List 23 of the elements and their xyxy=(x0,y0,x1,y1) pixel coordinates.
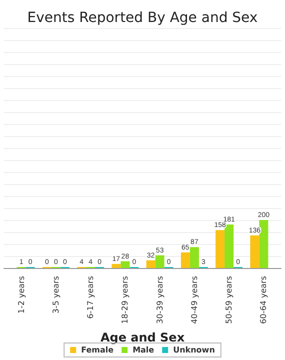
bar xyxy=(250,235,260,268)
x-tick-label: 50-59 years xyxy=(224,276,234,324)
bar xyxy=(120,261,130,268)
bar xyxy=(190,247,199,268)
chart-title: Events Reported By Age and Sex xyxy=(27,10,258,26)
bar xyxy=(155,255,164,268)
bar xyxy=(180,252,190,268)
bar xyxy=(216,230,225,268)
x-tick-label: 30-39 years xyxy=(155,276,164,324)
bar xyxy=(146,260,156,268)
x-axis-title: Age and Sex xyxy=(100,330,185,345)
x-tick-label: 1-2 years xyxy=(16,276,26,314)
legend-label: Unknown xyxy=(173,346,216,354)
legend-label: Female xyxy=(81,346,114,354)
x-tick-label: 18-29 years xyxy=(120,276,130,324)
legend-label: Male xyxy=(132,346,155,354)
x-tick-label: 40-49 years xyxy=(190,276,199,324)
x-tick-label: 60-64 years xyxy=(259,276,268,324)
bar xyxy=(224,224,234,268)
x-tick-label: 6-17 years xyxy=(86,276,96,319)
bar xyxy=(259,220,268,268)
bar xyxy=(112,264,121,268)
x-tick-label: 3-5 years xyxy=(51,276,60,314)
